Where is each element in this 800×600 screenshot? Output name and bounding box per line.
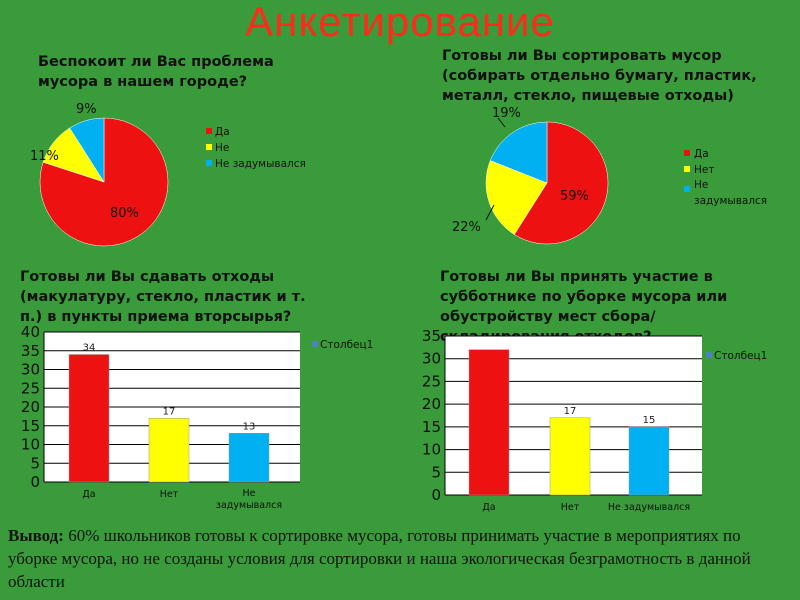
bar1-ytick-10: 10 [21,436,40,454]
pie2-leader-22 [485,204,495,221]
bar2-bar-2 [628,426,670,496]
bar2-plot: 0 5 10 15 20 25 30 35 17 15 Да Нет Не задумывался [422,327,702,513]
chart2-title: Готовы ли Вы сортировать мусор (собирать… [442,48,757,104]
bar1-bar-1 [148,418,190,483]
pie2-legend-swatch-da [684,150,690,156]
bar2-datalabel-1: 17 [564,406,577,417]
bar2-ytick-25: 25 [422,372,441,390]
page-title: Анкетирование [245,0,555,45]
bar1-xtick-2-1: задумывался [216,500,282,511]
pie1-slice-1 [42,127,105,183]
pie2-legend-swatch-net [684,166,690,172]
pie2-legend: Да Нет Не задумывался [684,148,767,207]
pie1-legend-da: Да [215,126,230,138]
pie1-legend: Да Не Не задумывался [206,126,306,170]
bar1-ytick-20: 20 [21,398,40,416]
pie2-label-nz: 19% [492,106,521,121]
pie1-slice-2 [69,117,105,183]
pie1-slices [39,117,169,247]
pie1-legend-nz: Не задумывался [215,158,306,170]
pie1-slice-0 [39,117,169,247]
pie1-legend-ne: Не [215,142,229,154]
bar2-xtick-2: Не задумывался [608,502,690,513]
bar2-ytick-15: 15 [422,418,441,436]
pie2-slice-0 [513,121,609,245]
pie2-slices [485,121,609,245]
bar2-plot-area [445,336,702,495]
bar2-datalabel-2: 15 [643,415,656,426]
pie2-label-net: 22% [452,220,481,235]
bar1-plot-area [44,332,300,482]
bar1-ytick-5: 5 [30,454,40,472]
bar2-legend-label: Столбец1 [714,350,767,362]
pie2-legend-da: Да [694,148,709,160]
bar1-xtick-0: Да [82,489,95,500]
pie2-legend-net: Нет [694,164,714,176]
bar2-ytick-0: 0 [431,486,441,504]
chart1-title: Беспокоит ли Вас проблема мусора в нашем… [38,54,274,90]
pie1-legend-swatch-da [206,128,212,134]
conclusion-text: 60% школьников готовы к сортировке мусор… [8,526,751,591]
bar1-datalabel-1: 17 [163,406,176,417]
bar2-bar-0 [468,349,510,496]
bar1-xtick-1: Нет [160,489,179,500]
bar1-ytick-15: 15 [21,417,40,435]
pie2-legend-swatch-nz [684,186,690,192]
pie1-legend-swatch-ne [206,144,212,150]
pie2-slice-1 [485,160,548,235]
bar1-bar-0 [68,354,110,483]
bar1-legend-label: Столбец1 [320,339,373,351]
bar2-ytick-10: 10 [422,441,441,459]
bar1-ytick-35: 35 [21,342,40,360]
bar1-ytick-30: 30 [21,361,40,379]
bar1-ytick-25: 25 [21,379,40,397]
pie2-legend-nz-1: Не [694,179,708,191]
bar1-ytick-0: 0 [30,473,40,491]
bar2-bar-1 [549,417,591,496]
bar1-datalabel-0: 34 [83,343,96,354]
pie2-label-da: 59% [560,189,589,204]
conclusion: Вывод: 60% школьников готовы к сортировк… [8,524,793,593]
bar2-ytick-35: 35 [422,327,441,345]
bar1-datalabel-2: 13 [243,421,256,432]
bar1-legend-swatch [312,341,318,347]
chart4-title: Готовы ли Вы принять участие в субботник… [440,269,728,345]
pie2-slice-2 [489,121,548,184]
pie1-label-nz: 9% [76,102,97,117]
pie1-label-ne: 11% [30,149,59,164]
bar2-xtick-0: Да [482,502,495,513]
bar2-legend-swatch [706,352,712,358]
pie1-label-da: 80% [110,206,139,221]
bar1-bar-2 [228,433,270,483]
pie2-leader-19 [497,117,506,128]
bar2-ytick-30: 30 [422,350,441,368]
bar1-xtick-2-0: Не [243,488,256,499]
chart3-title: Готовы ли Вы сдавать отходы (макулатуру,… [20,269,306,325]
conclusion-label: Вывод: [8,526,64,545]
bar2-ytick-5: 5 [431,463,441,481]
pie1-legend-swatch-nz [206,160,212,166]
pie2-legend-nz-2: задумывался [694,195,767,207]
bar2-ytick-20: 20 [422,395,441,413]
bar2-xtick-1: Нет [561,502,580,513]
